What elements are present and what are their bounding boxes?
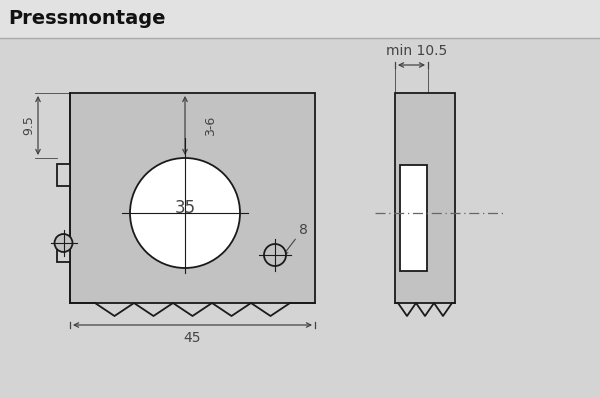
Bar — [70, 93, 315, 303]
Text: 3-6: 3-6 — [204, 115, 217, 136]
Bar — [0, 0, 600, 38]
Circle shape — [130, 158, 240, 268]
Bar — [55, 303, 317, 398]
Text: Pressmontage: Pressmontage — [8, 10, 166, 29]
Text: 9.5: 9.5 — [23, 115, 35, 135]
Text: 8: 8 — [299, 223, 307, 237]
Circle shape — [55, 234, 73, 252]
Bar — [395, 93, 455, 303]
Text: 45: 45 — [184, 331, 201, 345]
Circle shape — [264, 244, 286, 266]
Text: 35: 35 — [175, 199, 196, 217]
Bar — [57, 164, 70, 186]
Text: min 10.5: min 10.5 — [386, 44, 447, 58]
Bar — [400, 165, 427, 271]
Bar — [57, 240, 70, 262]
Bar — [393, 303, 457, 398]
